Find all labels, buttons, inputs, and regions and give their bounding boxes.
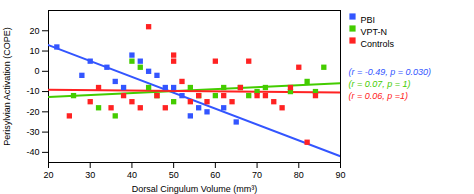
svg-text:20: 20 bbox=[43, 170, 53, 180]
svg-text:Controls: Controls bbox=[361, 39, 395, 49]
svg-text:10: 10 bbox=[29, 46, 39, 56]
svg-text:-40: -40 bbox=[26, 147, 39, 157]
svg-text:-10: -10 bbox=[26, 86, 39, 96]
svg-text:90: 90 bbox=[335, 170, 345, 180]
svg-text:30: 30 bbox=[85, 170, 95, 180]
svg-text:0: 0 bbox=[34, 66, 39, 76]
svg-text:Perisylvian Activation (COPE): Perisylvian Activation (COPE) bbox=[2, 27, 12, 146]
svg-text:(r = 0.06, p =1): (r = 0.06, p =1) bbox=[349, 91, 409, 101]
svg-text:-30: -30 bbox=[26, 127, 39, 137]
svg-text:-20: -20 bbox=[26, 107, 39, 117]
svg-text:(r = 0.07, p = 1): (r = 0.07, p = 1) bbox=[349, 79, 411, 89]
svg-text:PBI: PBI bbox=[361, 15, 376, 25]
svg-text:70: 70 bbox=[252, 170, 262, 180]
svg-text:80: 80 bbox=[294, 170, 304, 180]
svg-text:VPT-N: VPT-N bbox=[361, 27, 388, 37]
svg-text:60: 60 bbox=[210, 170, 220, 180]
svg-text:(r = -0.49, p = 0.030): (r = -0.49, p = 0.030) bbox=[349, 67, 432, 77]
svg-text:50: 50 bbox=[169, 170, 179, 180]
svg-text:20: 20 bbox=[29, 26, 39, 36]
svg-text:40: 40 bbox=[127, 170, 137, 180]
svg-text:Dorsal Cingulum Volume (mm³): Dorsal Cingulum Volume (mm³) bbox=[132, 184, 258, 194]
